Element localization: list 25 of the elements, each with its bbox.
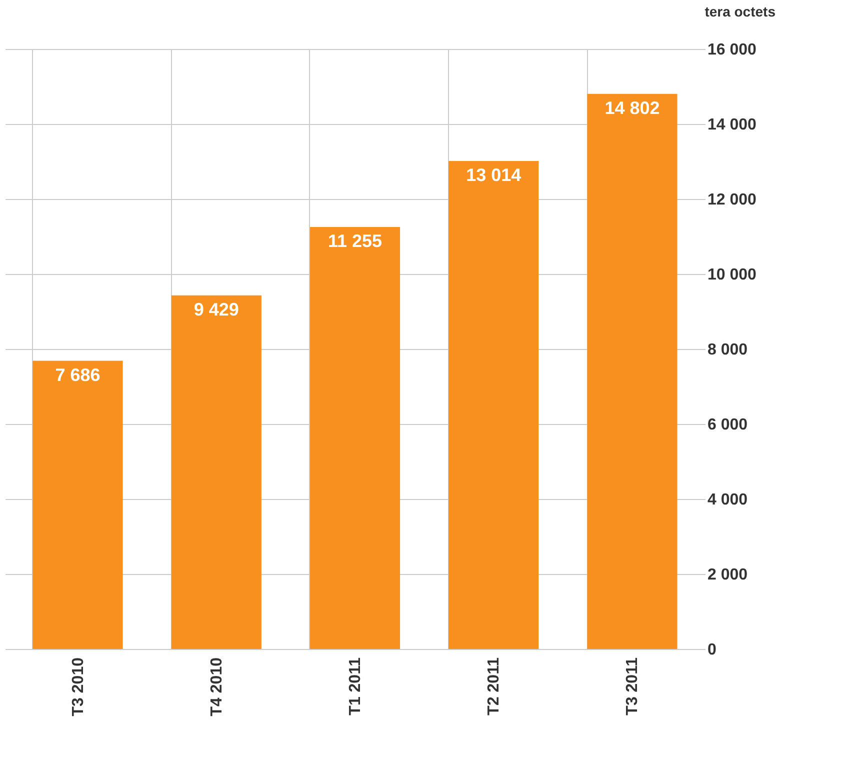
- x-tick-label: T2 2011: [486, 657, 503, 716]
- data-label: 11 255: [328, 230, 382, 251]
- x-tick-label: T3 2011: [624, 657, 642, 716]
- x-tick-label: T3 2010: [70, 657, 87, 716]
- y-tick-label: 12 000: [708, 192, 757, 208]
- bar: [587, 94, 678, 649]
- y-tick-label: 2 000: [708, 566, 748, 584]
- bar: [448, 160, 539, 649]
- bar: [171, 295, 262, 649]
- y-tick-label: 8 000: [708, 342, 748, 358]
- y-tick-label: 10 000: [708, 266, 757, 284]
- y-tick-label: 14 000: [708, 116, 757, 134]
- y-tick-label: 0: [708, 642, 716, 658]
- data-label: 9 429: [194, 299, 239, 320]
- data-label: 14 802: [604, 98, 660, 118]
- bar: [32, 360, 123, 649]
- data-label: 7 686: [55, 364, 100, 385]
- y-tick-label: 4 000: [708, 492, 748, 508]
- x-tick-label: T4 2010: [208, 657, 226, 716]
- y-axis-title: tera octets: [704, 4, 776, 20]
- bar: [310, 226, 400, 649]
- y-tick-label: 6 000: [708, 416, 748, 434]
- data-label: 13 014: [466, 164, 522, 185]
- x-tick-label: T1 2011: [347, 657, 364, 716]
- y-tick-label: 16 000: [708, 42, 757, 58]
